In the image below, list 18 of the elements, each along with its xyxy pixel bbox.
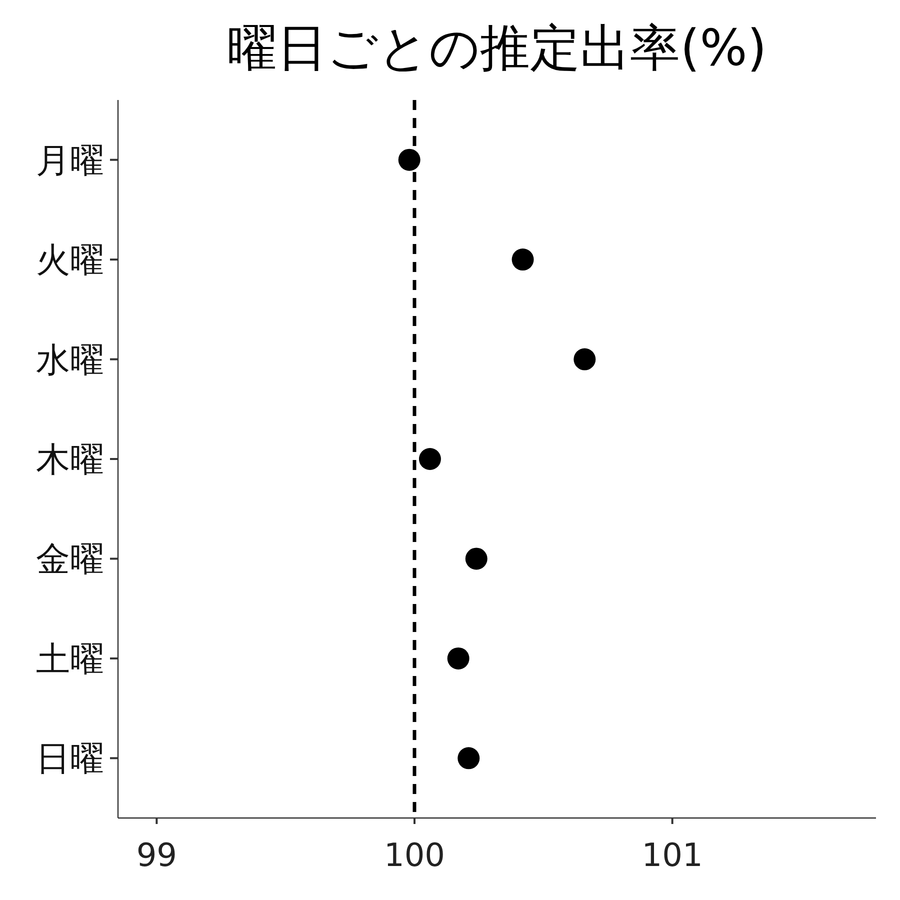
x-tick-label: 100 xyxy=(384,836,446,874)
point xyxy=(574,348,596,370)
y-tick-label: 月曜 xyxy=(36,140,104,181)
y-tick-label: 水曜 xyxy=(36,340,104,380)
y-tick-label: 木曜 xyxy=(36,440,104,480)
y-tick-label: 火曜 xyxy=(36,240,104,281)
point xyxy=(447,647,470,670)
x-tick-label: 101 xyxy=(642,836,703,874)
y-tick-label: 金曜 xyxy=(36,540,104,580)
point xyxy=(512,248,534,271)
point xyxy=(398,148,420,171)
point xyxy=(465,548,488,570)
x-tick-label: 99 xyxy=(136,836,178,874)
point xyxy=(418,448,441,470)
chart-title: 曜日ごとの推定出率(%) xyxy=(227,19,767,77)
point xyxy=(458,747,480,770)
y-tick-label: 日曜 xyxy=(36,739,104,780)
y-tick-label: 土曜 xyxy=(36,639,104,680)
